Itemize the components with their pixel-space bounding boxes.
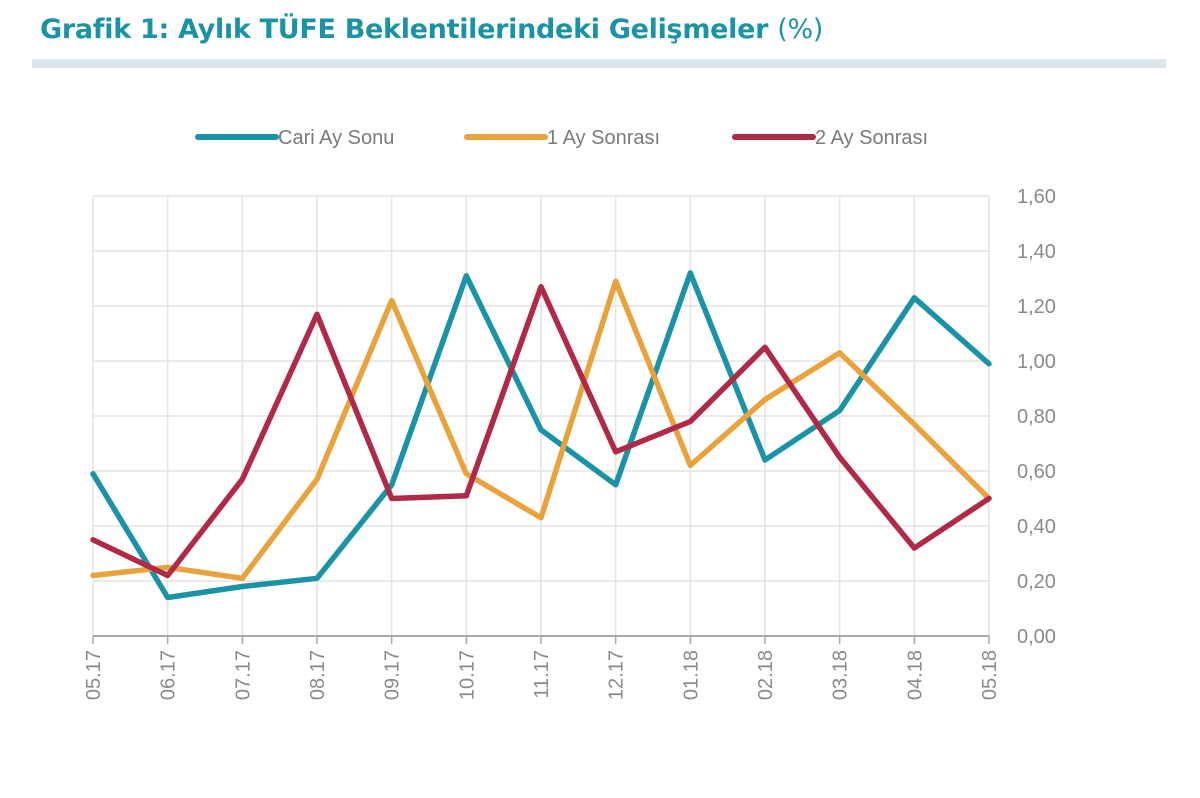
chart-title: Grafik 1: Aylık TÜFE Beklentilerindeki G… [40, 14, 823, 45]
x-tick-label: 05.17 [83, 650, 105, 700]
y-tick-label: 0,00 [1017, 626, 1056, 648]
grid-lines [92, 195, 990, 636]
x-tick-label: 10.17 [456, 650, 478, 700]
x-tick-label: 05.18 [979, 650, 1001, 700]
x-tick-label: 11.17 [531, 650, 553, 699]
x-tick-label: 03.18 [830, 650, 852, 700]
y-tick-label: 0,20 [1017, 571, 1056, 593]
legend-item: Cari Ay Sonu [195, 127, 394, 149]
y-tick-label: 0,80 [1017, 406, 1056, 428]
series-line-3 [90, 284, 992, 579]
y-tick-label: 1,00 [1017, 351, 1056, 373]
y-tick-label: 1,60 [1017, 186, 1056, 208]
title-divider [32, 59, 1166, 68]
legend-item: 1 Ay Sonrası [464, 127, 660, 149]
x-tick-label: 06.17 [158, 650, 180, 700]
x-tick-labels: 05.17 06.17 07.17 08.17 09.17 10.17 11.17 12.17… [83, 650, 1001, 700]
series-lines [90, 270, 992, 601]
legend-label: Cari Ay Sonu [278, 127, 394, 149]
legend-label: 1 Ay Sonrası [547, 127, 660, 149]
x-tick-label: 08.17 [307, 650, 329, 700]
x-tick-label: 02.18 [755, 650, 777, 700]
y-tick-label: 0,60 [1017, 461, 1056, 483]
chart-title-unit: (%) [777, 14, 824, 45]
x-tick-label: 12.17 [606, 650, 628, 700]
x-tick-label: 07.17 [232, 650, 254, 700]
chart-title-text: Grafik 1: Aylık TÜFE Beklentilerindeki G… [40, 14, 769, 45]
x-axis [92, 635, 990, 644]
y-tick-label: 1,20 [1017, 296, 1056, 318]
x-tick-label: 01.18 [680, 650, 702, 700]
legend: Cari Ay Sonu 1 Ay Sonrası 2 Ay Sonrası [195, 127, 928, 149]
y-tick-label: 1,40 [1017, 241, 1056, 263]
y-tick-label: 0,40 [1017, 516, 1056, 538]
series-line-1 [90, 270, 992, 601]
x-tick-label: 09.17 [382, 650, 404, 700]
legend-item: 2 Ay Sonrası [732, 127, 928, 149]
x-tick-label: 04.18 [904, 650, 926, 700]
legend-label: 2 Ay Sonrası [815, 127, 928, 149]
y-tick-labels: 0,00 0,20 0,40 0,60 0,80 1,00 1,20 1,40 1,60 [1017, 186, 1056, 648]
series-line-2 [90, 278, 992, 582]
